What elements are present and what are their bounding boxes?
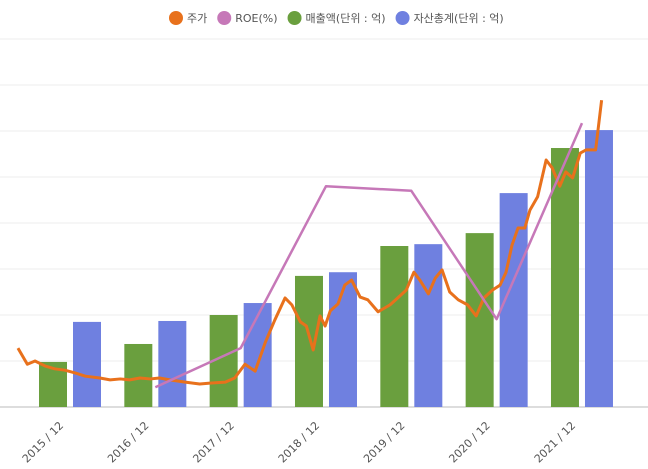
bar <box>328 272 357 407</box>
bar <box>584 130 613 407</box>
bar <box>550 148 579 407</box>
legend-label: 매출액(단위 : 억) <box>306 12 386 25</box>
legend-label: 주가 <box>187 12 207 25</box>
legend-marker <box>287 11 302 25</box>
x-tick-label: 2016 / 12 <box>105 419 151 465</box>
line <box>16 100 604 386</box>
bar <box>294 275 323 407</box>
bar <box>158 320 187 407</box>
x-tick-label: 2015 / 12 <box>20 419 66 465</box>
bar <box>465 233 494 407</box>
legend-marker <box>217 11 232 25</box>
x-tick-label: 2018 / 12 <box>276 419 322 465</box>
bar <box>380 246 409 407</box>
x-tick-label: 2021 / 12 <box>532 419 578 465</box>
legend-label: ROE(%) <box>235 12 277 25</box>
legend-label: 자산총계(단위 : 억) <box>414 12 504 25</box>
line <box>154 122 584 389</box>
x-tick-label: 2019 / 12 <box>361 419 407 465</box>
x-tick-label: 2017 / 12 <box>190 419 236 465</box>
legend-marker <box>395 11 410 25</box>
bar <box>414 244 443 407</box>
bar <box>124 343 153 407</box>
bar <box>73 321 101 407</box>
legend-marker <box>169 11 183 25</box>
bar <box>243 303 272 407</box>
x-tick-label: 2020 / 12 <box>446 419 492 465</box>
